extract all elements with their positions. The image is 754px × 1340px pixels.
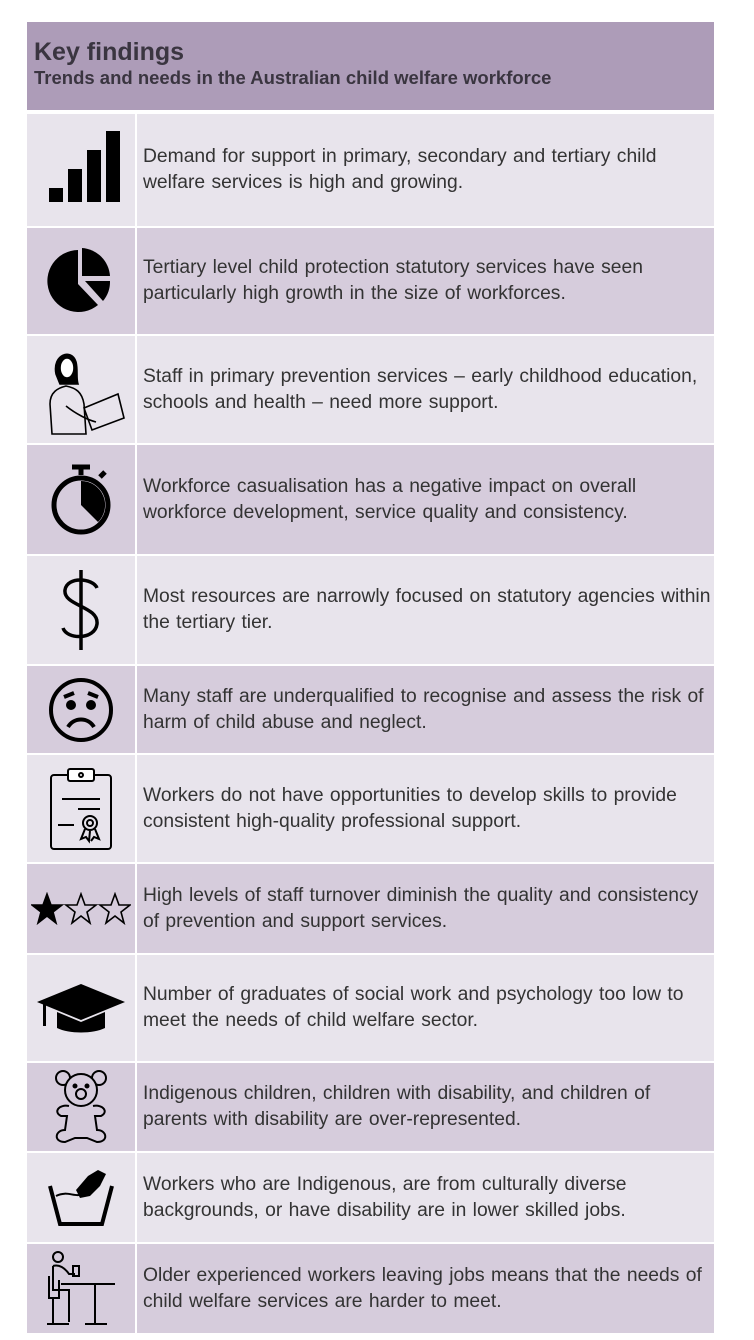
graduation-cap-icon — [27, 955, 135, 1061]
seated-worker-icon — [27, 1244, 135, 1333]
page-subtitle: Trends and needs in the Australian child… — [34, 67, 552, 88]
finding-row: Most resources are narrowly focused on s… — [27, 556, 714, 664]
finding-text: Older experienced workers leaving jobs m… — [137, 1244, 714, 1333]
key-findings-card: Key findings Trends and needs in the Aus… — [27, 22, 714, 1335]
finding-row: Indigenous children, children with disab… — [27, 1063, 714, 1151]
worried-face-icon — [27, 666, 135, 753]
finding-row: Number of graduates of social work and p… — [27, 955, 714, 1061]
certificate-clipboard-icon — [27, 755, 135, 862]
finding-row: Workforce casualisation has a negative i… — [27, 445, 714, 554]
finding-text: Demand for support in primary, secondary… — [137, 114, 714, 226]
finding-row: Tertiary level child protection statutor… — [27, 228, 714, 334]
finding-text: Tertiary level child protection statutor… — [137, 228, 714, 334]
hand-wash-icon — [27, 1153, 135, 1242]
finding-row: Staff in primary prevention services – e… — [27, 336, 714, 443]
finding-row: Demand for support in primary, secondary… — [27, 114, 714, 226]
finding-row: Older experienced workers leaving jobs m… — [27, 1244, 714, 1333]
teddy-bear-icon — [27, 1063, 135, 1151]
pie-chart-icon — [27, 228, 135, 334]
finding-row: High levels of staff turnover diminish t… — [27, 864, 714, 953]
finding-text: Number of graduates of social work and p… — [137, 955, 714, 1061]
header: Key findings Trends and needs in the Aus… — [27, 22, 714, 110]
finding-text: Workers who are Indigenous, are from cul… — [137, 1153, 714, 1242]
dollar-icon — [27, 556, 135, 664]
person-laptop-icon — [27, 336, 135, 443]
finding-text: Many staff are underqualified to recogni… — [137, 666, 714, 753]
bar-chart-icon — [27, 114, 135, 226]
finding-row: Workers do not have opportunities to dev… — [27, 755, 714, 862]
findings-list: Demand for support in primary, secondary… — [27, 114, 714, 1333]
page-title: Key findings — [34, 38, 185, 66]
finding-row: Workers who are Indigenous, are from cul… — [27, 1153, 714, 1242]
one-star-rating-icon — [27, 864, 135, 953]
finding-text: High levels of staff turnover diminish t… — [137, 864, 714, 953]
finding-text: Most resources are narrowly focused on s… — [137, 556, 714, 664]
stopwatch-icon — [27, 445, 135, 554]
finding-row: Many staff are underqualified to recogni… — [27, 666, 714, 753]
finding-text: Workforce casualisation has a negative i… — [137, 445, 714, 554]
finding-text: Indigenous children, children with disab… — [137, 1063, 714, 1151]
finding-text: Staff in primary prevention services – e… — [137, 336, 714, 443]
finding-text: Workers do not have opportunities to dev… — [137, 755, 714, 862]
